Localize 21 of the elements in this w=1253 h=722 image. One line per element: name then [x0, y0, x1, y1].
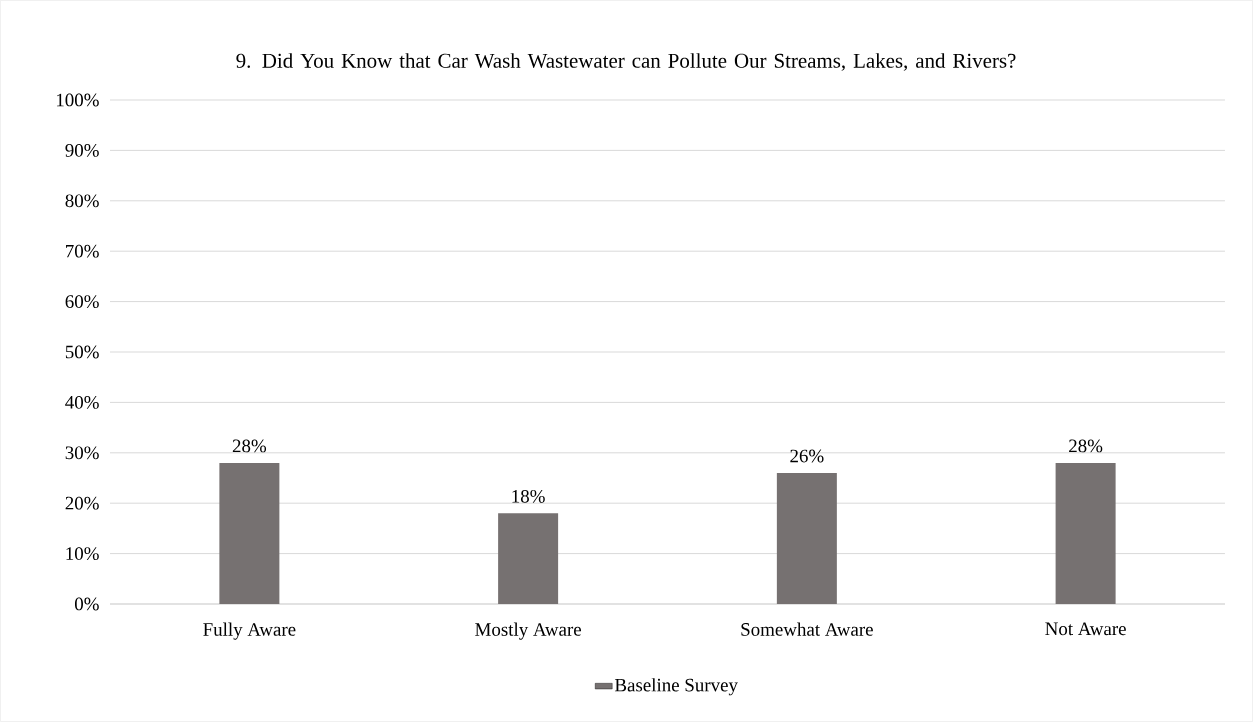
legend-label: Baseline Survey	[614, 678, 738, 696]
y-tick-label: 90%	[65, 143, 99, 157]
y-tick-label: 0%	[74, 597, 99, 611]
y-tick-label: 20%	[65, 496, 99, 510]
chart-title: 9. Did You Know that Car Wash Wastewater can Pollute Our Streams, Lakes, and Rivers?	[236, 53, 1016, 71]
data-label: 18%	[512, 489, 545, 503]
y-tick-label: 40%	[65, 395, 99, 409]
y-tick-label: 50%	[65, 345, 99, 359]
y-tick-label: 60%	[65, 295, 99, 309]
data-label: 28%	[1069, 439, 1103, 453]
y-tick-label: 30%	[65, 446, 99, 460]
data-label: 26%	[790, 449, 824, 463]
x-tick-label: Somewhat Aware	[741, 622, 873, 636]
x-tick-label: Mostly Aware	[475, 622, 582, 640]
x-tick-label: Not Aware	[1045, 622, 1126, 636]
x-tick-label: Fully Aware	[203, 622, 296, 640]
data-label: 28%	[232, 439, 267, 453]
y-tick-label: 100%	[56, 93, 99, 107]
y-tick-label: 80%	[65, 194, 99, 208]
y-tick-label: 70%	[66, 244, 99, 258]
y-tick-label: 10%	[66, 547, 99, 561]
